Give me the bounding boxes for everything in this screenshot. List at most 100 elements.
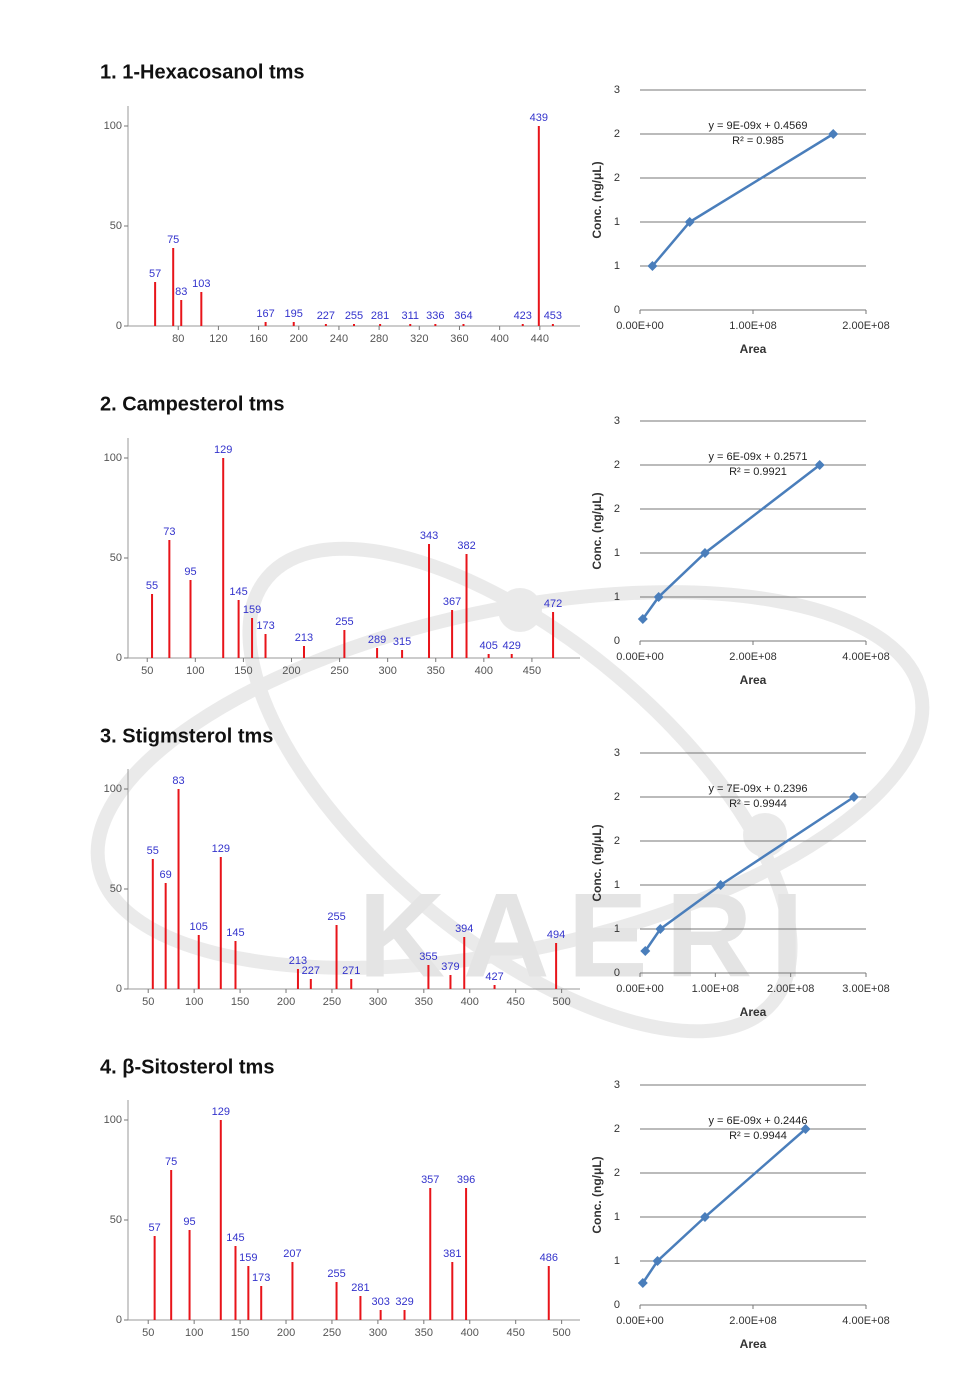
peak-label: 396: [457, 1174, 475, 1186]
peak-bar: [379, 324, 382, 326]
x-tick-label: 400: [475, 665, 493, 677]
point: [655, 924, 666, 934]
peak-bar: [309, 979, 312, 989]
watermark: KAERI: [358, 869, 821, 1003]
peak-label: 364: [454, 310, 472, 322]
y-axis-title: Conc. (ng/μL): [590, 1156, 604, 1233]
peak-bar: [434, 324, 437, 326]
series-line: [651, 132, 834, 267]
peak-bar: [237, 600, 240, 658]
point: [652, 1256, 663, 1266]
x-tick-label: 350: [415, 996, 433, 1008]
peak-bar: [153, 1236, 156, 1320]
peak-bar: [510, 654, 513, 658]
y-tick-label: 1: [614, 1255, 620, 1267]
peak-bar: [379, 1310, 382, 1320]
chart-title: 1. 1-Hexacosanol tms: [100, 61, 305, 83]
annotation: y = 9E-09x + 0.4569: [708, 120, 807, 132]
peak-bar: [177, 789, 180, 989]
peak-label: 472: [544, 598, 562, 610]
y-tick-label: 3: [614, 415, 620, 427]
peak-bar: [451, 610, 454, 658]
y-tick-label: 1: [614, 260, 620, 272]
x-tick-label: 0.00E+00: [616, 320, 663, 332]
peak-bar: [493, 985, 496, 989]
y-tick-label: 100: [104, 120, 122, 132]
y-tick-label: 2: [614, 791, 620, 803]
peak-label: 329: [395, 1296, 413, 1308]
x-tick-label: 320: [410, 333, 428, 345]
peak-label: 173: [256, 620, 274, 632]
peak-label: 379: [441, 961, 459, 973]
peak-bar: [547, 1266, 550, 1320]
peak-label: 95: [184, 566, 196, 578]
peak-label: 75: [167, 234, 179, 246]
peak-label: 255: [327, 1268, 345, 1280]
y-tick-label: 2: [614, 459, 620, 471]
x-tick-label: 50: [142, 1327, 154, 1339]
point: [800, 1124, 811, 1134]
peak-label: 423: [514, 310, 532, 322]
peak-label: 281: [371, 310, 389, 322]
peak-bar: [234, 941, 237, 989]
peak-label: 381: [443, 1248, 461, 1260]
point: [637, 1278, 648, 1288]
peak-bar: [292, 322, 295, 326]
watermark-decoration: [90, 541, 930, 1039]
x-tick-label: 150: [231, 996, 249, 1008]
peak-label: 494: [547, 929, 565, 941]
x-tick-label: 2.00E+08: [842, 320, 889, 332]
peak-bar: [401, 650, 404, 658]
x-tick-label: 250: [323, 996, 341, 1008]
peak-bar: [197, 935, 200, 989]
peak-label: 129: [214, 444, 232, 456]
x-tick-label: 350: [427, 665, 445, 677]
x-tick-label: 100: [185, 1327, 203, 1339]
peak-label: 486: [540, 1252, 558, 1264]
y-tick-label: 1: [614, 216, 620, 228]
annotation: R² = 0.985: [732, 135, 784, 147]
peak-label: 394: [455, 923, 473, 935]
peak-bar: [296, 969, 299, 989]
y-tick-label: 2: [614, 128, 620, 140]
peak-bar: [428, 544, 431, 658]
peak-label: 289: [368, 634, 386, 646]
peak-bar: [164, 883, 167, 989]
peak-bar: [251, 618, 254, 658]
y-tick-label: 2: [614, 172, 620, 184]
peak-bar: [537, 126, 540, 326]
x-tick-label: 300: [369, 996, 387, 1008]
peak-bar: [409, 324, 412, 326]
peak-label: 405: [479, 640, 497, 652]
x-tick-label: 400: [461, 996, 479, 1008]
x-tick-label: 240: [330, 333, 348, 345]
peak-bar: [555, 943, 558, 989]
x-tick-label: 150: [231, 1327, 249, 1339]
x-tick-label: 4.00E+08: [842, 651, 889, 663]
peak-label: 55: [146, 580, 158, 592]
x-tick-label: 200: [290, 333, 308, 345]
y-tick-label: 3: [614, 747, 620, 759]
y-tick-label: 3: [614, 1079, 620, 1091]
x-axis-title: Area: [740, 1337, 767, 1351]
peak-bar: [189, 580, 192, 658]
peak-bar: [291, 1262, 294, 1320]
peak-label: 255: [345, 310, 363, 322]
series-line: [641, 1128, 807, 1284]
x-tick-label: 100: [186, 665, 204, 677]
peak-label: 195: [285, 308, 303, 320]
chart-title: 3. Stigmsterol tms: [100, 725, 273, 747]
peak-bar: [188, 1230, 191, 1320]
peak-label: 311: [401, 310, 419, 322]
annotation: y = 6E-09x + 0.2571: [708, 451, 807, 463]
peak-bar: [168, 540, 171, 658]
peak-bar: [427, 965, 430, 989]
chart-title: 2. Campesterol tms: [100, 393, 285, 415]
peak-bar: [465, 1188, 468, 1320]
series-line: [644, 795, 855, 952]
peak-label: 129: [212, 1106, 230, 1118]
y-tick-label: 100: [104, 783, 122, 795]
point: [699, 548, 710, 558]
x-tick-label: 250: [323, 1327, 341, 1339]
point: [637, 614, 648, 624]
